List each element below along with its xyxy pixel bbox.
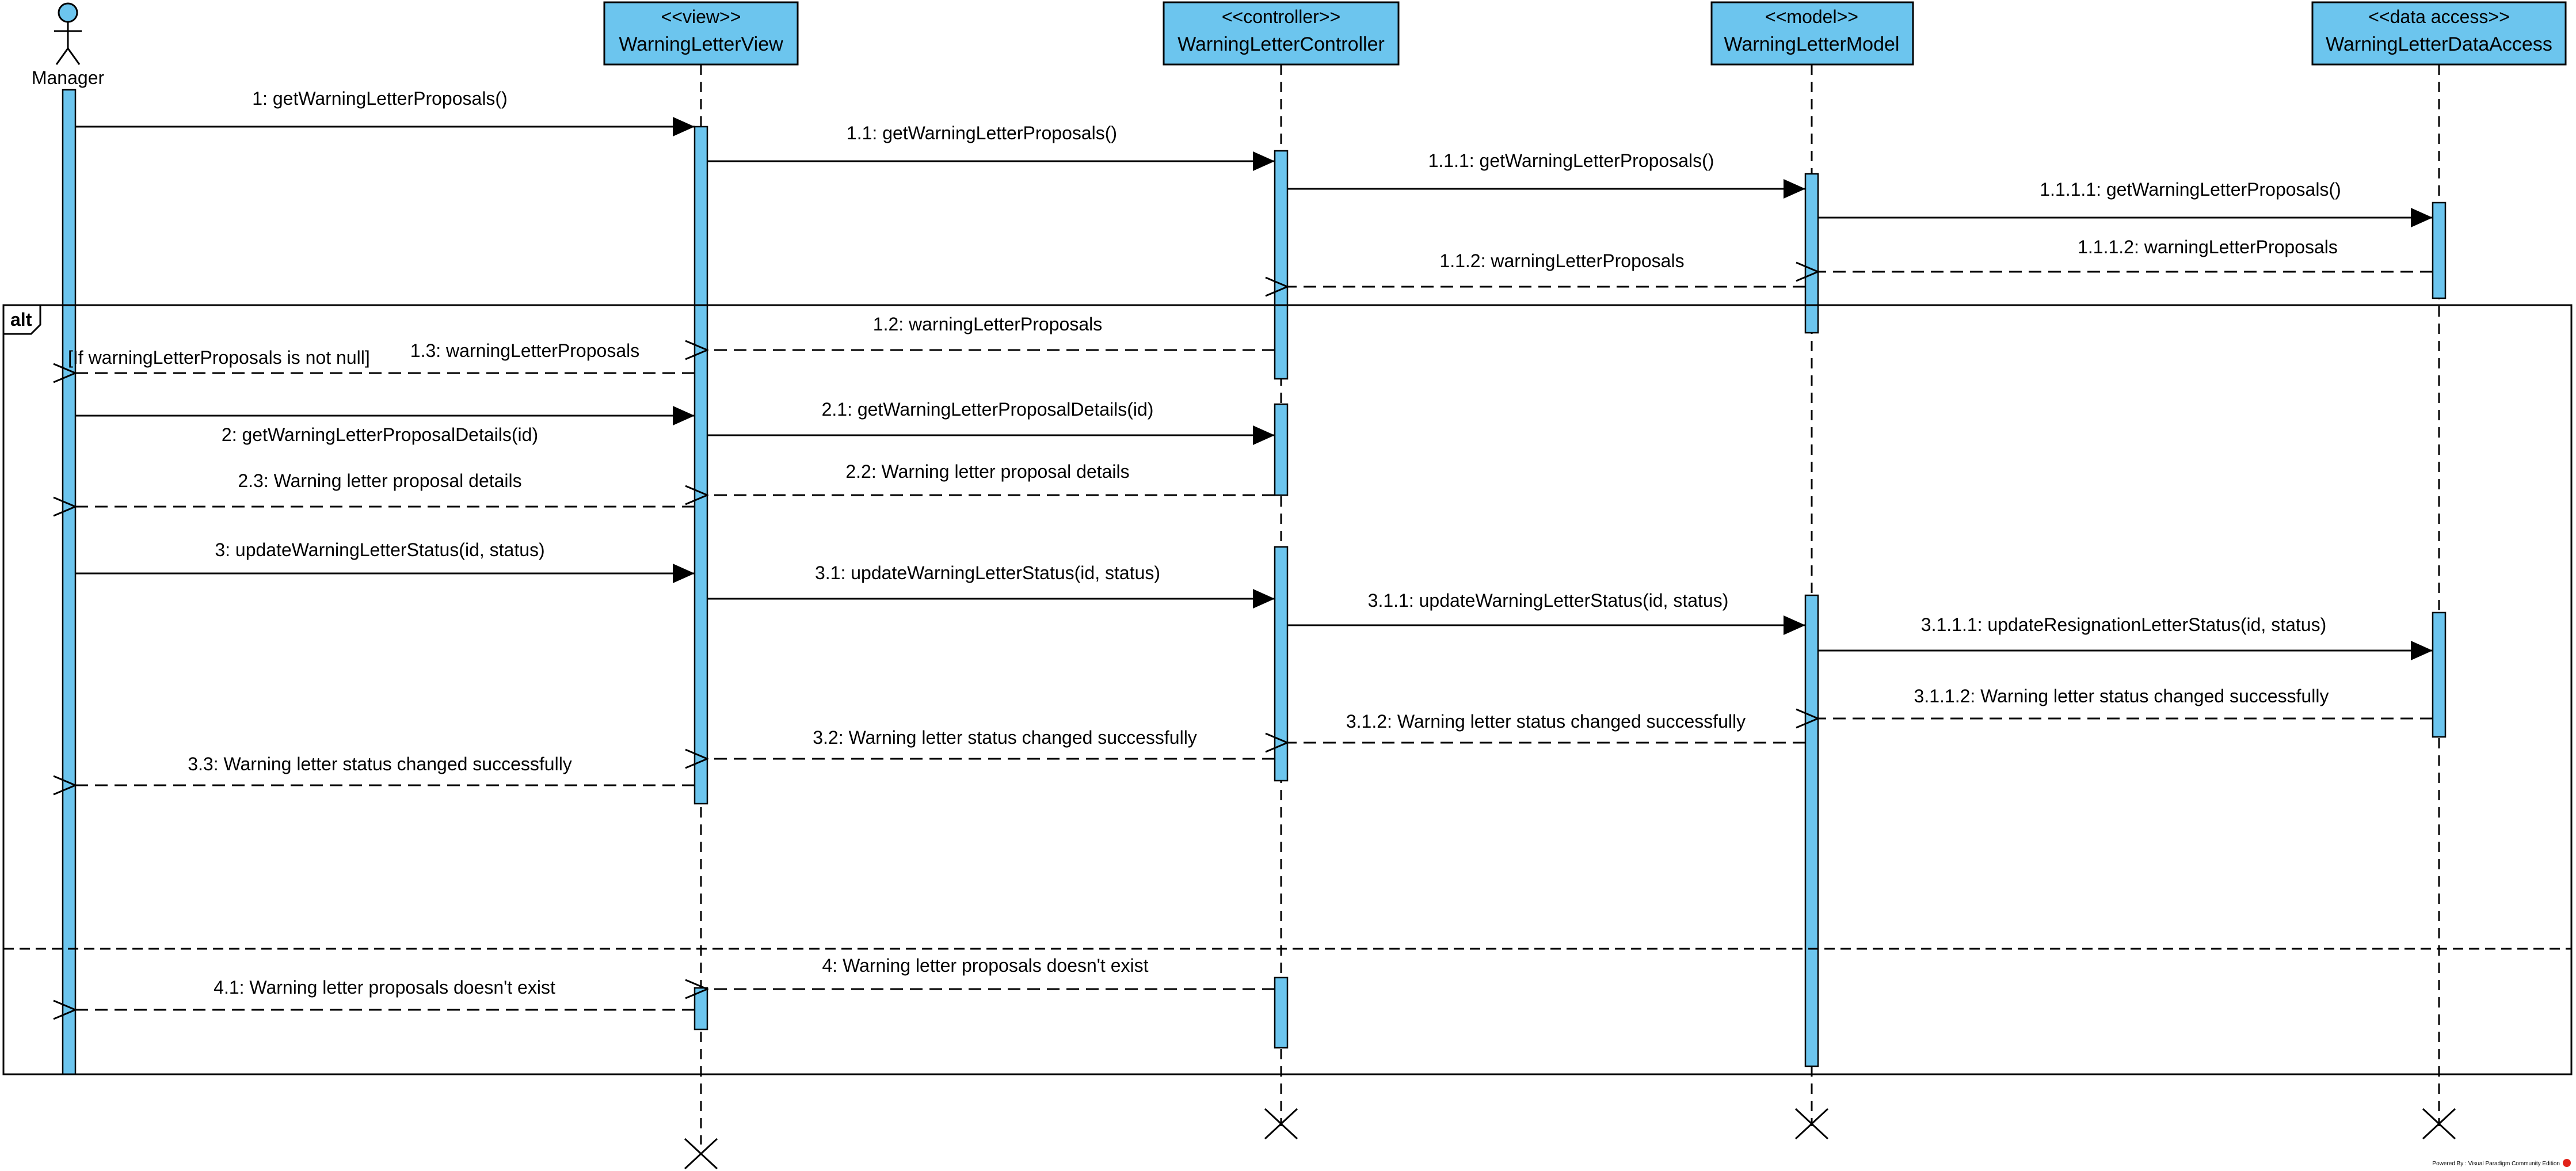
actor-manager: Manager	[32, 2, 105, 1075]
actor-name: Manager	[32, 67, 105, 88]
message-label-m16: 3.1.1.1: updateResignationLetterStatus(i…	[1921, 614, 2326, 635]
destroy-controller-icon	[1264, 1108, 1298, 1140]
message-label-m12: 2.3: Warning letter proposal details	[238, 470, 521, 491]
lifeline-name-model: WarningLetterModel	[1724, 33, 1900, 55]
alt-operator-tab	[2, 304, 41, 335]
message-label-m5: 1.1.1.2: warningLetterProposals	[2078, 237, 2338, 257]
activation-dataaccess-2	[2432, 611, 2447, 738]
message-label-m22: 4.1: Warning letter proposals doesn't ex…	[214, 977, 555, 998]
destruction-markers	[684, 1108, 2456, 1170]
activation-view-2	[693, 987, 708, 1031]
alt-operator-label: alt	[10, 309, 32, 330]
lifeline-header-controller	[1163, 1, 1400, 66]
activation-model-1	[1804, 173, 1819, 334]
destroy-view-icon	[684, 1138, 718, 1170]
message-label-m7: 1.2: warningLetterProposals	[873, 314, 1102, 334]
activation-controller-4	[1274, 976, 1289, 1049]
alt-frame	[2, 304, 2573, 1075]
lifeline-stereotype-model: <<model>>	[1765, 6, 1858, 27]
alt-fragment: alt [If warningLetterProposals is not nu…	[2, 304, 2573, 1075]
message-label-m20: 3.3: Warning letter status changed succe…	[188, 754, 572, 774]
lifeline-name-controller: WarningLetterController	[1178, 33, 1385, 55]
message-label-m14: 3.1: updateWarningLetterStatus(id, statu…	[815, 562, 1160, 583]
lifeline-name-dataaccess: WarningLetterDataAccess	[2326, 33, 2552, 55]
messages: 1: getWarningLetterProposals() 1.1: getW…	[75, 88, 2433, 1010]
activation-controller-1	[1274, 150, 1289, 380]
message-label-m11: 2.2: Warning letter proposal details	[845, 461, 1129, 482]
message-label-m18: 3.1.2: Warning letter status changed suc…	[1346, 711, 1746, 732]
lifeline-view: <<view>> WarningLetterView	[603, 1, 799, 66]
activation-controller-2	[1274, 403, 1289, 496]
message-label-m8: 1.3: warningLetterProposals	[410, 340, 639, 361]
message-label-m21: 4: Warning letter proposals doesn't exis…	[822, 955, 1149, 976]
lifeline-header-dataaccess	[2311, 1, 2567, 66]
lifeline-stereotype-dataaccess: <<data access>>	[2368, 6, 2510, 27]
footer: Powered By : Visual Paradigm Community E…	[2432, 1159, 2571, 1167]
footer-text: Powered By : Visual Paradigm Community E…	[2432, 1161, 2560, 1167]
message-label-m2: 1.1: getWarningLetterProposals()	[847, 123, 1117, 143]
message-label-m3: 1.1.1: getWarningLetterProposals()	[1428, 150, 1714, 171]
message-label-m9: 2: getWarningLetterProposalDetails(id)	[222, 424, 538, 445]
lifeline-stereotype-controller: <<controller>>	[1222, 6, 1340, 27]
actor-right-leg	[67, 48, 81, 65]
destroy-dataaccess-icon	[2422, 1108, 2456, 1140]
alt-guard: [If warningLetterProposals is not null]	[68, 347, 370, 368]
message-label-m10: 2.1: getWarningLetterProposalDetails(id)	[822, 399, 1154, 420]
activation-model-2	[1804, 594, 1819, 1067]
actor-left-leg	[55, 48, 69, 65]
activation-manager	[62, 89, 77, 1075]
lifeline-header-model	[1710, 1, 1914, 66]
lifeline-name-view: WarningLetterView	[619, 33, 783, 55]
message-label-m17: 3.1.1.2: Warning letter status changed s…	[1914, 686, 2329, 706]
activation-controller-3	[1274, 546, 1289, 782]
message-label-m4: 1.1.1.1: getWarningLetterProposals()	[2040, 179, 2341, 200]
activation-view-1	[693, 126, 708, 805]
visual-paradigm-logo-icon	[2563, 1159, 2571, 1167]
lifeline-model: <<model>> WarningLetterModel	[1710, 1, 1914, 66]
actor-head	[58, 2, 78, 23]
destroy-model-icon	[1794, 1108, 1829, 1140]
message-label-m19: 3.2: Warning letter status changed succe…	[813, 727, 1197, 748]
message-label-m1: 1: getWarningLetterProposals()	[252, 88, 507, 109]
lifeline-controller: <<controller>> WarningLetterController	[1163, 1, 1400, 66]
message-label-m13: 3: updateWarningLetterStatus(id, status)	[215, 539, 544, 560]
message-label-m6: 1.1.2: warningLetterProposals	[1439, 250, 1684, 271]
lifeline-dataaccess: <<data access>> WarningLetterDataAccess	[2311, 1, 2567, 66]
lifeline-stereotype-view: <<view>>	[661, 6, 741, 27]
activation-dataaccess-1	[2432, 201, 2447, 299]
message-label-m15: 3.1.1: updateWarningLetterStatus(id, sta…	[1368, 590, 1729, 611]
lifeline-header-view	[603, 1, 799, 66]
